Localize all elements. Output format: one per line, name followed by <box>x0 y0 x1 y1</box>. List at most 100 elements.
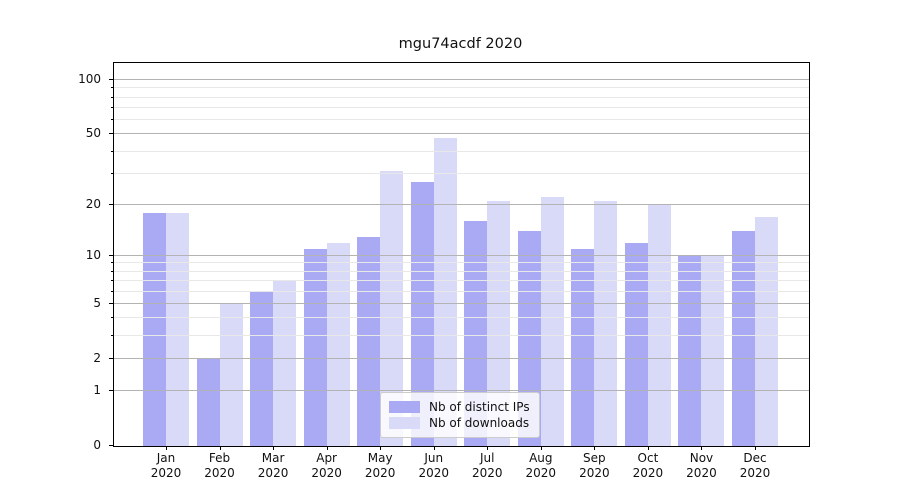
y-axis-minor-tick-70 <box>111 107 113 108</box>
legend-item-downloads: Nb of downloads <box>389 416 530 430</box>
x-axis-label-feb: Feb 2020 <box>204 451 235 480</box>
x-axis-tick-jul <box>487 446 488 450</box>
legend-item-distinct-ips: Nb of distinct IPs <box>389 400 530 414</box>
y-axis-label-1: 1 <box>93 383 101 398</box>
y-axis-tick-20 <box>109 204 113 205</box>
bar-distinct-ips-apr <box>303 249 327 446</box>
x-axis-tick-apr <box>327 446 328 450</box>
minor-gridline-7 <box>114 280 809 282</box>
bar-distinct-ips-may <box>357 236 381 446</box>
bar-distinct-ips-mar <box>250 291 274 446</box>
x-axis-tick-dec <box>755 446 756 450</box>
x-axis-label-jan: Jan 2020 <box>150 451 182 480</box>
bar-distinct-ips-oct <box>624 242 648 446</box>
minor-gridline-60 <box>114 119 809 121</box>
bar-distinct-ips-dec <box>732 231 755 446</box>
minor-gridline-8 <box>114 270 809 272</box>
bar-downloads-aug <box>540 197 564 446</box>
major-gridline-2 <box>114 357 809 359</box>
x-axis-tick-feb <box>220 446 221 450</box>
x-axis-tick-mar <box>273 446 274 450</box>
minor-gridline-4 <box>114 317 809 319</box>
major-gridline-10 <box>114 254 809 256</box>
y-axis-tick-50 <box>109 133 113 134</box>
bar-downloads-jan <box>166 212 189 446</box>
major-gridline-50 <box>114 133 809 135</box>
y-axis-tick-0 <box>109 445 113 446</box>
bar-downloads-sep <box>594 200 618 446</box>
x-axis-label-jul: Jul 2020 <box>471 451 503 480</box>
minor-gridline-6 <box>114 290 809 292</box>
y-axis-label-5: 5 <box>93 295 101 310</box>
minor-gridline-30 <box>114 172 809 174</box>
plot-area <box>113 62 810 447</box>
x-axis-label-mar: Mar 2020 <box>257 451 289 480</box>
y-axis-label-100: 100 <box>78 72 101 87</box>
bar-downloads-nov <box>701 255 725 446</box>
x-axis-tick-sep <box>594 446 595 450</box>
y-axis-minor-tick-7 <box>111 280 113 281</box>
y-axis-minor-tick-9 <box>111 262 113 263</box>
x-axis-tick-jan <box>166 446 167 450</box>
x-axis-label-nov: Nov 2020 <box>686 451 717 480</box>
y-axis-tick-10 <box>109 255 113 256</box>
y-axis-label-50: 50 <box>85 126 101 141</box>
y-axis-minor-tick-6 <box>111 291 113 292</box>
y-axis-minor-tick-8 <box>111 271 113 272</box>
y-axis-label-20: 20 <box>85 196 101 211</box>
bar-downloads-jul <box>487 200 511 446</box>
x-axis-tick-nov <box>701 446 702 450</box>
bar-downloads-mar <box>273 281 297 446</box>
y-axis-tick-5 <box>109 303 113 304</box>
y-axis-tick-1 <box>109 390 113 391</box>
y-axis-label-0: 0 <box>93 438 101 452</box>
y-axis-tick-100 <box>109 79 113 80</box>
bar-downloads-may <box>380 171 404 446</box>
y-axis-minor-tick-40 <box>111 151 113 152</box>
x-axis-tick-jun <box>434 446 435 450</box>
x-axis-label-apr: Apr 2020 <box>311 451 342 480</box>
bar-downloads-feb <box>219 303 243 446</box>
minor-gridline-70 <box>114 107 809 109</box>
bar-distinct-ips-nov <box>678 255 702 446</box>
minor-gridline-9 <box>114 262 809 264</box>
x-axis-tick-may <box>380 446 381 450</box>
bar-distinct-ips-jul <box>464 221 488 446</box>
y-axis-minor-tick-4 <box>111 317 113 318</box>
x-axis-tick-aug <box>541 446 542 450</box>
chart-title: mgu74acdf 2020 <box>398 36 523 52</box>
y-axis-minor-tick-90 <box>111 87 113 88</box>
major-gridline-1 <box>114 390 809 392</box>
bar-downloads-apr <box>326 242 350 446</box>
bar-distinct-ips-feb <box>196 358 220 446</box>
legend-label-downloads: Nb of downloads <box>429 416 530 430</box>
x-axis-label-oct: Oct 2020 <box>632 451 664 480</box>
major-gridline-100 <box>114 79 809 81</box>
bar-downloads-jun <box>433 137 457 446</box>
minor-gridline-3 <box>114 335 809 337</box>
y-axis-label-10: 10 <box>85 247 101 262</box>
x-axis-label-dec: Dec 2020 <box>739 451 771 480</box>
legend-swatch-downloads <box>389 417 420 429</box>
bar-distinct-ips-jun <box>410 181 434 446</box>
x-axis-tick-oct <box>648 446 649 450</box>
y-axis-tick-2 <box>109 358 113 359</box>
y-axis-minor-tick-30 <box>111 173 113 174</box>
y-axis-minor-tick-3 <box>111 335 113 336</box>
x-axis-label-jun: Jun 2020 <box>418 451 449 480</box>
y-axis-minor-tick-80 <box>111 97 113 98</box>
x-axis-label-aug: Aug 2020 <box>525 451 557 480</box>
legend-label-distinct-ips: Nb of distinct IPs <box>429 400 530 414</box>
y-axis-label-2: 2 <box>93 350 101 365</box>
legend-swatch-distinct-ips <box>389 401 420 413</box>
x-axis-label-sep: Sep 2020 <box>579 451 610 480</box>
legend: Nb of distinct IPs Nb of downloads <box>380 392 540 438</box>
minor-gridline-80 <box>114 96 809 98</box>
bar-downloads-oct <box>647 204 671 446</box>
major-gridline-20 <box>114 203 809 205</box>
minor-gridline-40 <box>114 150 809 152</box>
bar-distinct-ips-jan <box>143 212 166 446</box>
major-gridline-5 <box>114 302 809 304</box>
bar-downloads-dec <box>755 216 778 446</box>
